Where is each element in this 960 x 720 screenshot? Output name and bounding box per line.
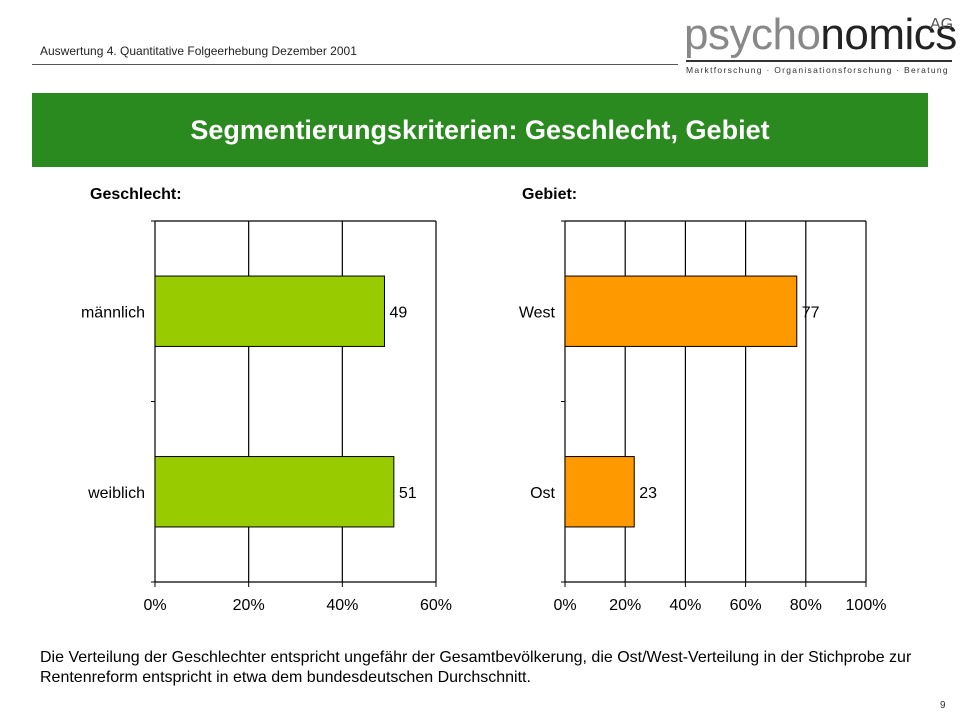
bar	[564, 275, 798, 347]
x-tick-label: 60%	[420, 597, 452, 614]
logo-divider	[686, 60, 952, 62]
x-tick-label: 40%	[326, 597, 358, 614]
bar	[154, 275, 385, 347]
logo-word-part2: nomics	[820, 10, 957, 59]
x-tick-label: 100%	[846, 597, 887, 614]
x-tick-label: 0%	[143, 597, 166, 614]
x-tick-label: 20%	[233, 597, 265, 614]
chart-gebiet: 0% 20% 40% 60% 80% 100% West 77 Ost 23	[519, 220, 887, 614]
category-label: männlich	[81, 304, 145, 321]
chart-heading-gebiet: Gebiet:	[522, 186, 578, 203]
x-tick-label: 20%	[609, 597, 641, 614]
header-divider	[32, 64, 678, 65]
slide-caption: Die Verteilung der Geschlechter entspric…	[40, 649, 912, 686]
slide-title: Segmentierungskriterien: Geschlecht, Geb…	[190, 115, 770, 145]
logo-suffix: AG	[930, 16, 954, 33]
data-label: 49	[389, 304, 407, 321]
data-label: 77	[802, 304, 820, 321]
title-banner: Segmentierungskriterien: Geschlecht, Geb…	[32, 93, 928, 167]
category-label: Ost	[530, 485, 555, 502]
chart-geschlecht: 0% 20% 40% 60% männlich 49 weiblich 51	[81, 220, 452, 614]
data-label: 51	[399, 485, 417, 502]
x-tick-label: 40%	[669, 597, 701, 614]
chart-heading-geschlecht: Geschlecht:	[90, 186, 182, 203]
bar	[154, 456, 395, 528]
category-label: West	[519, 304, 556, 321]
x-tick-label: 80%	[790, 597, 822, 614]
x-tick-label: 60%	[730, 597, 762, 614]
logo-word-part1: psycho	[684, 10, 821, 59]
page-number: 9	[940, 700, 946, 711]
report-subtitle: Auswertung 4. Quantitative Folgeerhebung…	[40, 44, 357, 58]
x-tick-label: 0%	[553, 597, 576, 614]
logo-wordmark: psychonomics	[684, 10, 957, 60]
logo-tagline: Marktforschung · Organisationsforschung …	[686, 65, 949, 75]
bar	[564, 456, 635, 528]
data-label: 23	[639, 485, 657, 502]
category-label: weiblich	[87, 485, 145, 502]
psychonomics-logo: psychonomics AG Marktforschung · Organis…	[684, 10, 957, 76]
